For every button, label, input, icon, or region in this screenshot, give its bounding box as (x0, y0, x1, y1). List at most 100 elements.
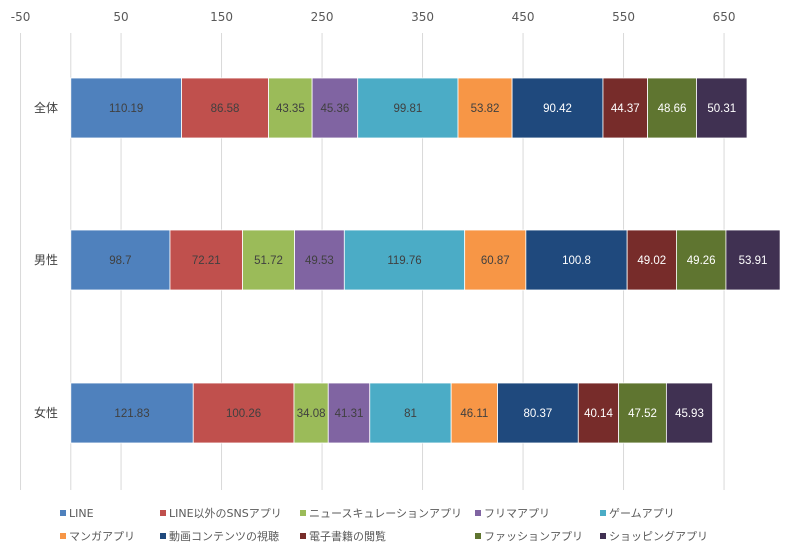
data-label: 86.58 (211, 103, 240, 115)
x-tick-label: 650 (713, 10, 736, 24)
bar-segment (181, 77, 269, 139)
bar-segment (343, 229, 466, 291)
legend-label: フリマアプリ (484, 507, 550, 520)
data-label: 48.66 (658, 103, 687, 115)
data-label: 72.21 (192, 255, 221, 267)
data-label: 51.72 (254, 255, 283, 267)
data-label: 41.31 (335, 408, 364, 420)
data-label: 46.11 (460, 408, 488, 420)
data-label: 45.36 (321, 103, 350, 115)
legend: LINE LINE以外のSNSアプリ ニュースキュレーションアプリ フリマアプリ ゲーム… (60, 507, 708, 543)
data-label: 45.93 (675, 408, 704, 420)
legend-label: ニュースキュレーションアプリ (309, 507, 462, 520)
legend-swatch (160, 510, 166, 516)
data-label: 40.14 (584, 408, 613, 420)
bar-segment (242, 229, 295, 291)
legend-item: ファッションアプリ (475, 530, 583, 543)
legend-label: 動画コンテンツの視聴 (169, 529, 279, 543)
bar-segment (676, 229, 727, 291)
legend-item: マンガアプリ (60, 530, 135, 543)
data-label: 49.26 (687, 255, 716, 267)
x-tick-label: 250 (311, 10, 334, 24)
bar-segment (665, 382, 713, 444)
x-axis-ticks: -50 50 150 250 350 450 550 650 (11, 10, 736, 24)
category-label: 男性 (34, 253, 58, 267)
legend-swatch (160, 533, 166, 539)
x-tick-label: 50 (113, 10, 128, 24)
legend-label: 電子書籍の閲覧 (309, 529, 386, 543)
x-tick-label: 550 (612, 10, 635, 24)
bar-segment (192, 382, 295, 444)
bar-segment (725, 229, 781, 291)
bars: 110.19 86.58 43.35 45.36 99.81 53.82 90.42 44.3… (70, 77, 781, 444)
bar-segment (525, 229, 628, 291)
bar-segment (311, 77, 359, 139)
legend-label: LINE (69, 507, 94, 520)
legend-swatch (300, 533, 306, 539)
data-label: 53.82 (471, 103, 500, 115)
data-label: 49.02 (637, 255, 666, 267)
data-label: 81 (404, 408, 417, 420)
bar-segment (268, 77, 313, 139)
legend-swatch (60, 533, 66, 539)
data-label: 98.7 (109, 255, 131, 267)
data-label: 44.37 (611, 103, 640, 115)
legend-label: マンガアプリ (69, 530, 135, 543)
x-tick-label: 450 (512, 10, 535, 24)
legend-swatch (600, 510, 606, 516)
bar-segment (450, 382, 498, 444)
legend-swatch (600, 533, 606, 539)
category-label: 女性 (34, 405, 58, 420)
legend-label: ショッピングアプリ (609, 529, 708, 543)
bar-segment (369, 382, 452, 444)
bar-segment (293, 382, 329, 444)
category-label: 全体 (34, 100, 58, 115)
bar-segment (647, 77, 697, 139)
x-tick-label: 350 (411, 10, 434, 24)
legend-swatch (475, 533, 481, 539)
legend-label: ゲームアプリ (609, 507, 675, 520)
data-label: 50.31 (707, 103, 736, 115)
data-label: 99.81 (393, 103, 422, 115)
bar-segment (70, 229, 171, 291)
legend-item: LINE (60, 507, 94, 520)
data-label: 53.91 (739, 255, 768, 267)
bar-segment (457, 77, 513, 139)
legend-swatch (475, 510, 481, 516)
bar-segment (464, 229, 527, 291)
legend-item: ゲームアプリ (600, 507, 675, 520)
legend-item: ショッピングアプリ (600, 529, 708, 543)
data-label: 49.53 (305, 255, 334, 267)
bar-segment (602, 77, 648, 139)
data-label: 43.35 (276, 103, 305, 115)
legend-label: ファッションアプリ (484, 530, 583, 543)
data-label: 90.42 (543, 103, 572, 115)
data-label: 121.83 (114, 408, 149, 420)
bar-segment (696, 77, 748, 139)
data-label: 80.37 (524, 408, 553, 420)
data-label: 119.76 (387, 255, 421, 267)
data-label: 34.08 (297, 408, 326, 420)
bar-segment (357, 77, 459, 139)
bar-segment (327, 382, 371, 444)
legend-item: 動画コンテンツの視聴 (160, 529, 279, 543)
data-label: 100.8 (562, 255, 591, 267)
legend-item: 電子書籍の閲覧 (300, 529, 386, 543)
bar-segment (70, 382, 194, 444)
data-label: 47.52 (628, 408, 657, 420)
data-label: 110.19 (109, 103, 143, 115)
bar-segment (511, 77, 604, 139)
bar-segment (497, 382, 579, 444)
legend-item: LINE以外のSNSアプリ (160, 507, 282, 520)
legend-item: フリマアプリ (475, 507, 550, 520)
bar-segment (626, 229, 677, 291)
data-label: 100.26 (226, 408, 261, 420)
bar-segment (294, 229, 345, 291)
x-tick-label: -50 (11, 10, 31, 24)
legend-label: LINE以外のSNSアプリ (169, 507, 282, 520)
bar-segment (577, 382, 620, 444)
legend-swatch (300, 510, 306, 516)
x-tick-label: 150 (210, 10, 233, 24)
